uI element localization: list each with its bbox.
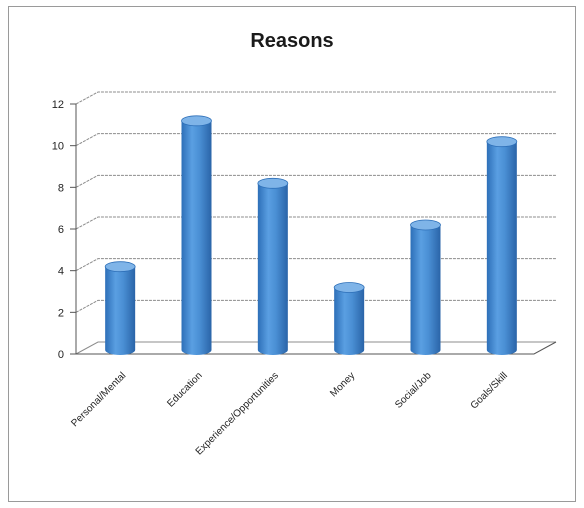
bar-body bbox=[486, 141, 517, 355]
x-category-label: Personal/Mental bbox=[69, 370, 128, 429]
gridline bbox=[75, 299, 556, 313]
gridline bbox=[75, 91, 556, 105]
x-category-label: Social/Job bbox=[393, 370, 434, 411]
bar bbox=[257, 177, 289, 355]
bar-body bbox=[410, 225, 441, 355]
x-category-label: Goals/Skill bbox=[469, 370, 510, 411]
chart-frame bbox=[8, 6, 576, 502]
y-tick-label: 4 bbox=[58, 266, 64, 278]
y-tick-label: 2 bbox=[58, 307, 64, 319]
bar-top bbox=[486, 136, 518, 148]
x-axis bbox=[76, 341, 557, 355]
bar bbox=[333, 282, 365, 355]
gridline bbox=[75, 216, 556, 230]
bar-body bbox=[334, 287, 365, 355]
gridline bbox=[75, 133, 556, 147]
y-tick-label: 12 bbox=[52, 99, 64, 111]
bar-body bbox=[105, 266, 136, 355]
bar-top bbox=[333, 282, 365, 293]
bar-top bbox=[410, 219, 441, 231]
bar bbox=[486, 136, 518, 355]
y-tick-label: 0 bbox=[58, 349, 64, 361]
bar-top bbox=[104, 261, 136, 273]
chart-title: Reasons bbox=[250, 30, 334, 52]
bar-body bbox=[257, 183, 288, 355]
x-category-label: Money bbox=[328, 370, 357, 399]
bar-body bbox=[181, 120, 212, 355]
bar bbox=[410, 219, 441, 355]
bar bbox=[181, 115, 212, 355]
gridline bbox=[75, 341, 556, 355]
x-category-label: Experience/Opportunities bbox=[194, 370, 281, 457]
x-category-label: Education bbox=[165, 370, 204, 409]
y-tick-label: 10 bbox=[52, 141, 64, 153]
bar-top bbox=[181, 115, 212, 127]
y-tick-label: 6 bbox=[58, 224, 64, 236]
gridline bbox=[75, 174, 556, 188]
bar bbox=[104, 261, 136, 355]
bar-top bbox=[257, 177, 289, 189]
gridline bbox=[75, 258, 556, 272]
y-tick-label: 8 bbox=[58, 182, 64, 194]
